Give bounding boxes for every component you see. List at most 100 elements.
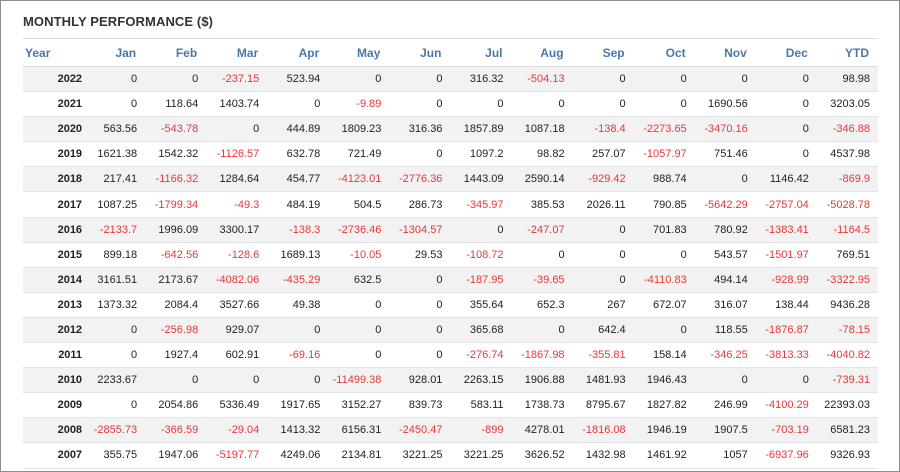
cell-may: -11499.38 xyxy=(328,367,390,394)
cell-jul: -187.95 xyxy=(450,267,512,293)
cell-apr: 1413.32 xyxy=(267,417,329,444)
cell-aug: -247.07 xyxy=(511,217,573,243)
cell-dec: 138.44 xyxy=(755,292,817,318)
column-header-sep: Sep xyxy=(572,38,634,67)
cell-dec: -2757.04 xyxy=(755,191,817,218)
cell-ytd: 3203.05 xyxy=(816,91,878,118)
cell-sep: 257.07 xyxy=(572,141,634,168)
cell-dec: 0 xyxy=(755,367,817,394)
column-header-mar: Mar xyxy=(206,38,268,67)
cell-jun: 0 xyxy=(389,91,451,118)
column-header-may: May xyxy=(328,38,390,67)
cell-sep: 642.4 xyxy=(572,317,634,344)
cell-feb: 2173.67 xyxy=(145,267,207,293)
cell-mar: 0 xyxy=(206,367,268,394)
cell-nov: 1690.56 xyxy=(694,91,756,118)
table-row: 2019 1621.38 1542.32 -1126.57 632.78 721.49 0 1… xyxy=(23,141,878,168)
cell-jun: 316.36 xyxy=(389,116,451,143)
table-row: 2014 3161.51 2173.67 -4082.06 -435.29 632.5 0-… xyxy=(23,267,878,293)
cell-ytd: -4040.82 xyxy=(816,342,878,369)
cell-jan: 0 xyxy=(84,317,146,344)
cell-jan: 563.56 xyxy=(84,116,146,143)
column-header-jul: Jul xyxy=(450,38,512,67)
cell-may: -4123.01 xyxy=(328,166,390,193)
cell-sep: 0 xyxy=(572,267,634,293)
cell-may: 0 xyxy=(328,66,390,93)
cell-ytd: -739.31 xyxy=(816,367,878,394)
cell-dec: -6937.96 xyxy=(755,442,817,469)
cell-sep: 0 xyxy=(572,242,634,268)
cell-oct: 790.85 xyxy=(633,191,695,218)
cell-oct: 0 xyxy=(633,66,695,93)
cell-apr: 0 xyxy=(267,317,329,344)
cell-nov: 494.14 xyxy=(694,267,756,293)
cell-nov: 1907.5 xyxy=(694,417,756,444)
cell-apr: 49.38 xyxy=(267,292,329,318)
cell-jul: 1857.89 xyxy=(450,116,512,143)
row-year: 2009 xyxy=(23,392,85,419)
cell-jul: -108.72 xyxy=(450,242,512,268)
cell-nov: 0 xyxy=(694,66,756,93)
cell-mar: -49.3 xyxy=(206,191,268,218)
row-year: 2015 xyxy=(23,242,85,268)
cell-nov: 0 xyxy=(694,367,756,394)
cell-apr: 4249.06 xyxy=(267,442,329,469)
cell-jul: -345.97 xyxy=(450,191,512,218)
cell-may: 0 xyxy=(328,342,390,369)
cell-jul: 1097.2 xyxy=(450,141,512,168)
cell-oct: 988.74 xyxy=(633,166,695,193)
cell-ytd: -5028.78 xyxy=(816,191,878,218)
row-year: 2016 xyxy=(23,217,85,243)
cell-mar: -237.15 xyxy=(206,66,268,93)
cell-jan: 1087.25 xyxy=(84,191,146,218)
cell-aug: 0 xyxy=(511,317,573,344)
cell-dec: 0 xyxy=(755,141,817,168)
cell-mar: 3527.66 xyxy=(206,292,268,318)
cell-may: 2134.81 xyxy=(328,442,390,469)
cell-ytd: -3322.95 xyxy=(816,267,878,293)
cell-mar: -5197.77 xyxy=(206,442,268,469)
cell-sep: 1481.93 xyxy=(572,367,634,394)
column-header-jan: Jan xyxy=(84,38,146,67)
cell-feb: -1166.32 xyxy=(145,166,207,193)
cell-jan: -2133.7 xyxy=(84,217,146,243)
cell-ytd: 9436.28 xyxy=(816,292,878,318)
cell-jul: 0 xyxy=(450,217,512,243)
cell-sep: -929.42 xyxy=(572,166,634,193)
row-year: 2019 xyxy=(23,141,85,168)
cell-aug: 98.82 xyxy=(511,141,573,168)
cell-oct: 1461.92 xyxy=(633,442,695,469)
cell-jul: 2263.15 xyxy=(450,367,512,394)
cell-apr: 0 xyxy=(267,91,329,118)
cell-dec: -1383.41 xyxy=(755,217,817,243)
cell-may: -9.89 xyxy=(328,91,390,118)
cell-dec: -703.19 xyxy=(755,417,817,444)
cell-mar: 1284.64 xyxy=(206,166,268,193)
cell-ytd: 9326.93 xyxy=(816,442,878,469)
cell-may: 1809.23 xyxy=(328,116,390,143)
column-header-apr: Apr xyxy=(267,38,329,67)
column-header-oct: Oct xyxy=(633,38,695,67)
cell-jan: 1373.32 xyxy=(84,292,146,318)
cell-aug: 1906.88 xyxy=(511,367,573,394)
cell-apr: 454.77 xyxy=(267,166,329,193)
cell-sep: 267 xyxy=(572,292,634,318)
column-header-feb: Feb xyxy=(145,38,207,67)
column-header-jun: Jun xyxy=(389,38,451,67)
cell-ytd: -1164.5 xyxy=(816,217,878,243)
cell-aug: 1738.73 xyxy=(511,392,573,419)
table-body: 2022 0 0 -237.15 523.94 0 0 316.32 -504.13 0 0 0 0 98… xyxy=(23,66,878,469)
row-year: 2011 xyxy=(23,342,85,369)
cell-jan: 899.18 xyxy=(84,242,146,268)
cell-aug: 385.53 xyxy=(511,191,573,218)
row-year: 2018 xyxy=(23,166,85,193)
cell-nov: 780.92 xyxy=(694,217,756,243)
cell-dec: -1501.97 xyxy=(755,242,817,268)
cell-oct: -4110.83 xyxy=(633,267,695,293)
cell-ytd: -869.9 xyxy=(816,166,878,193)
cell-feb: -543.78 xyxy=(145,116,207,143)
cell-apr: 0 xyxy=(267,367,329,394)
cell-oct: 701.83 xyxy=(633,217,695,243)
cell-aug: -39.65 xyxy=(511,267,573,293)
cell-aug: 2590.14 xyxy=(511,166,573,193)
